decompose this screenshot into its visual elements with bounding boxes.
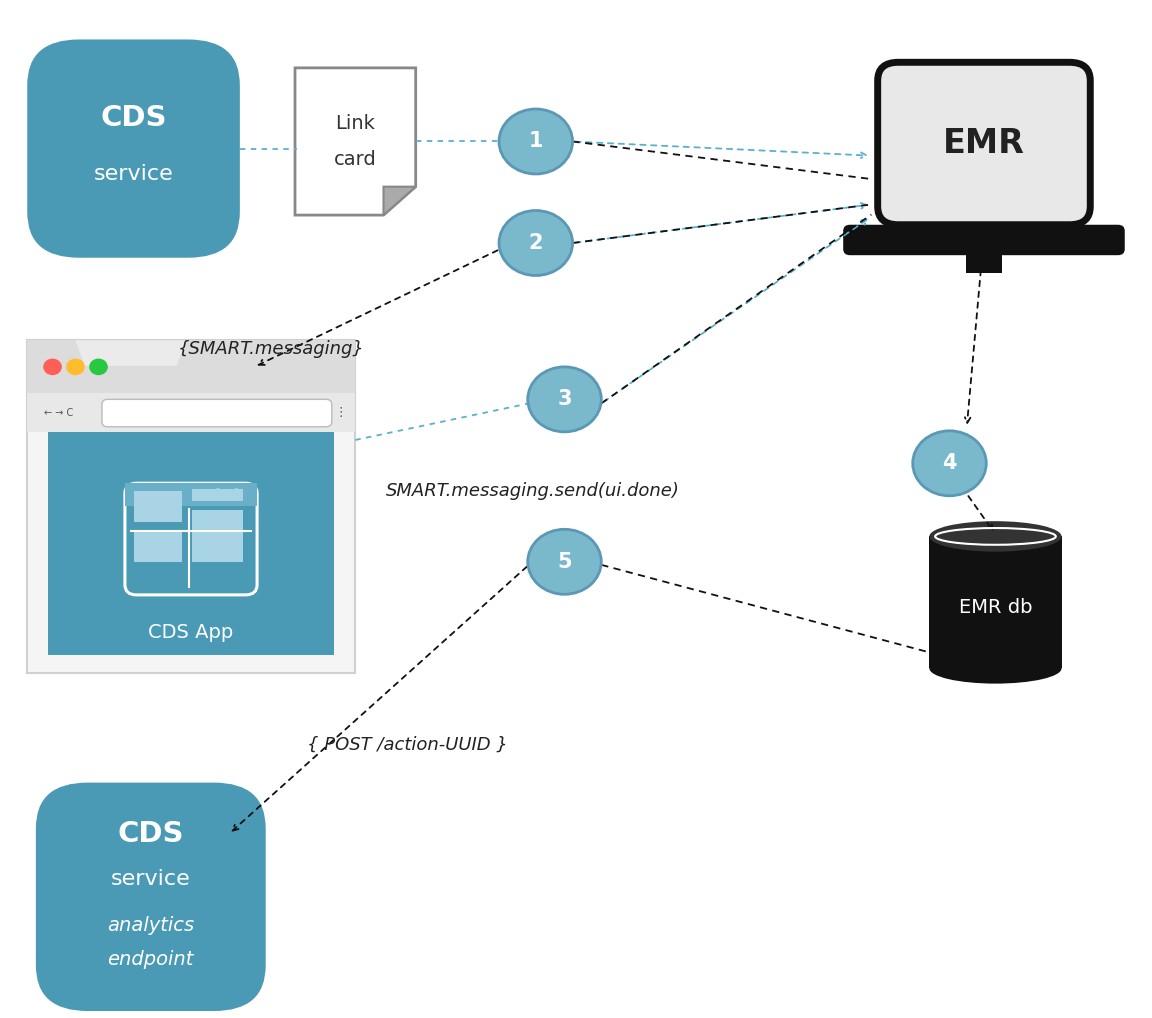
Text: {SMART.messaging}: {SMART.messaging} [179,340,365,357]
Text: EMR db: EMR db [958,598,1032,617]
FancyBboxPatch shape [36,783,266,1011]
FancyBboxPatch shape [48,432,334,656]
Circle shape [499,109,573,174]
Polygon shape [384,186,416,215]
Text: 1: 1 [529,131,543,152]
Circle shape [230,490,242,500]
Circle shape [528,529,601,595]
Circle shape [499,211,573,276]
Text: CDS: CDS [100,104,167,132]
FancyBboxPatch shape [134,492,182,522]
FancyBboxPatch shape [878,62,1090,225]
Circle shape [67,359,84,375]
Circle shape [212,490,223,500]
Text: analytics: analytics [107,916,195,935]
Text: 4: 4 [942,453,957,473]
Text: card: card [334,151,377,169]
FancyBboxPatch shape [28,340,355,393]
Ellipse shape [930,521,1061,552]
Text: Link: Link [335,114,376,132]
FancyBboxPatch shape [28,393,355,432]
Polygon shape [76,340,185,365]
Text: SMART.messaging.send(ui.done): SMART.messaging.send(ui.done) [386,482,680,500]
Text: 3: 3 [558,389,571,409]
Text: CDS App: CDS App [149,623,234,642]
Text: service: service [111,868,191,889]
FancyBboxPatch shape [965,256,1002,274]
Circle shape [44,359,61,375]
Text: ← → C: ← → C [45,407,74,417]
FancyBboxPatch shape [28,340,355,674]
Text: endpoint: endpoint [107,950,194,969]
FancyBboxPatch shape [101,399,332,427]
Text: 5: 5 [558,552,571,572]
Ellipse shape [930,654,1061,684]
FancyBboxPatch shape [28,40,240,258]
Text: { POST /action-UUID }: { POST /action-UUID } [306,736,508,753]
Text: CDS: CDS [118,819,184,848]
FancyBboxPatch shape [843,225,1124,256]
Circle shape [528,366,601,432]
Polygon shape [295,68,416,215]
Circle shape [912,431,986,496]
FancyBboxPatch shape [191,490,243,502]
FancyBboxPatch shape [930,536,1061,669]
Text: EMR: EMR [943,127,1025,160]
FancyBboxPatch shape [134,530,182,562]
FancyBboxPatch shape [124,484,257,506]
Circle shape [90,359,107,375]
Text: ⋮: ⋮ [335,406,347,419]
Text: service: service [93,164,174,184]
FancyBboxPatch shape [191,510,243,562]
Text: 2: 2 [529,233,543,253]
